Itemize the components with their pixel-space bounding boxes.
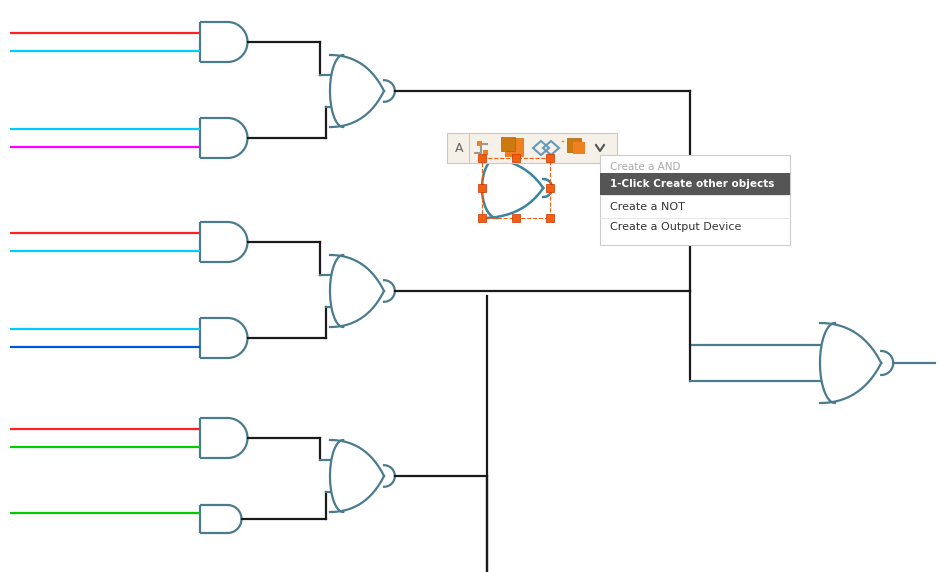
FancyBboxPatch shape	[478, 154, 486, 162]
Text: Create a AND: Create a AND	[610, 162, 681, 172]
FancyBboxPatch shape	[573, 142, 585, 154]
Text: 1-Click Create other objects: 1-Click Create other objects	[610, 179, 775, 189]
Text: Create a Output Device: Create a Output Device	[610, 222, 742, 232]
FancyBboxPatch shape	[567, 138, 581, 152]
Text: Create a NOT: Create a NOT	[610, 202, 685, 212]
FancyBboxPatch shape	[477, 141, 482, 146]
Bar	[482, 158, 550, 218]
FancyBboxPatch shape	[600, 155, 790, 245]
FancyBboxPatch shape	[478, 214, 486, 222]
Text: A: A	[455, 141, 463, 154]
FancyBboxPatch shape	[505, 138, 523, 156]
FancyBboxPatch shape	[512, 214, 520, 222]
FancyBboxPatch shape	[512, 154, 520, 162]
FancyBboxPatch shape	[501, 137, 515, 151]
FancyBboxPatch shape	[546, 184, 554, 192]
FancyBboxPatch shape	[447, 133, 617, 163]
FancyBboxPatch shape	[478, 184, 486, 192]
FancyBboxPatch shape	[483, 150, 488, 155]
FancyBboxPatch shape	[546, 154, 554, 162]
FancyBboxPatch shape	[546, 214, 554, 222]
FancyBboxPatch shape	[600, 173, 790, 195]
